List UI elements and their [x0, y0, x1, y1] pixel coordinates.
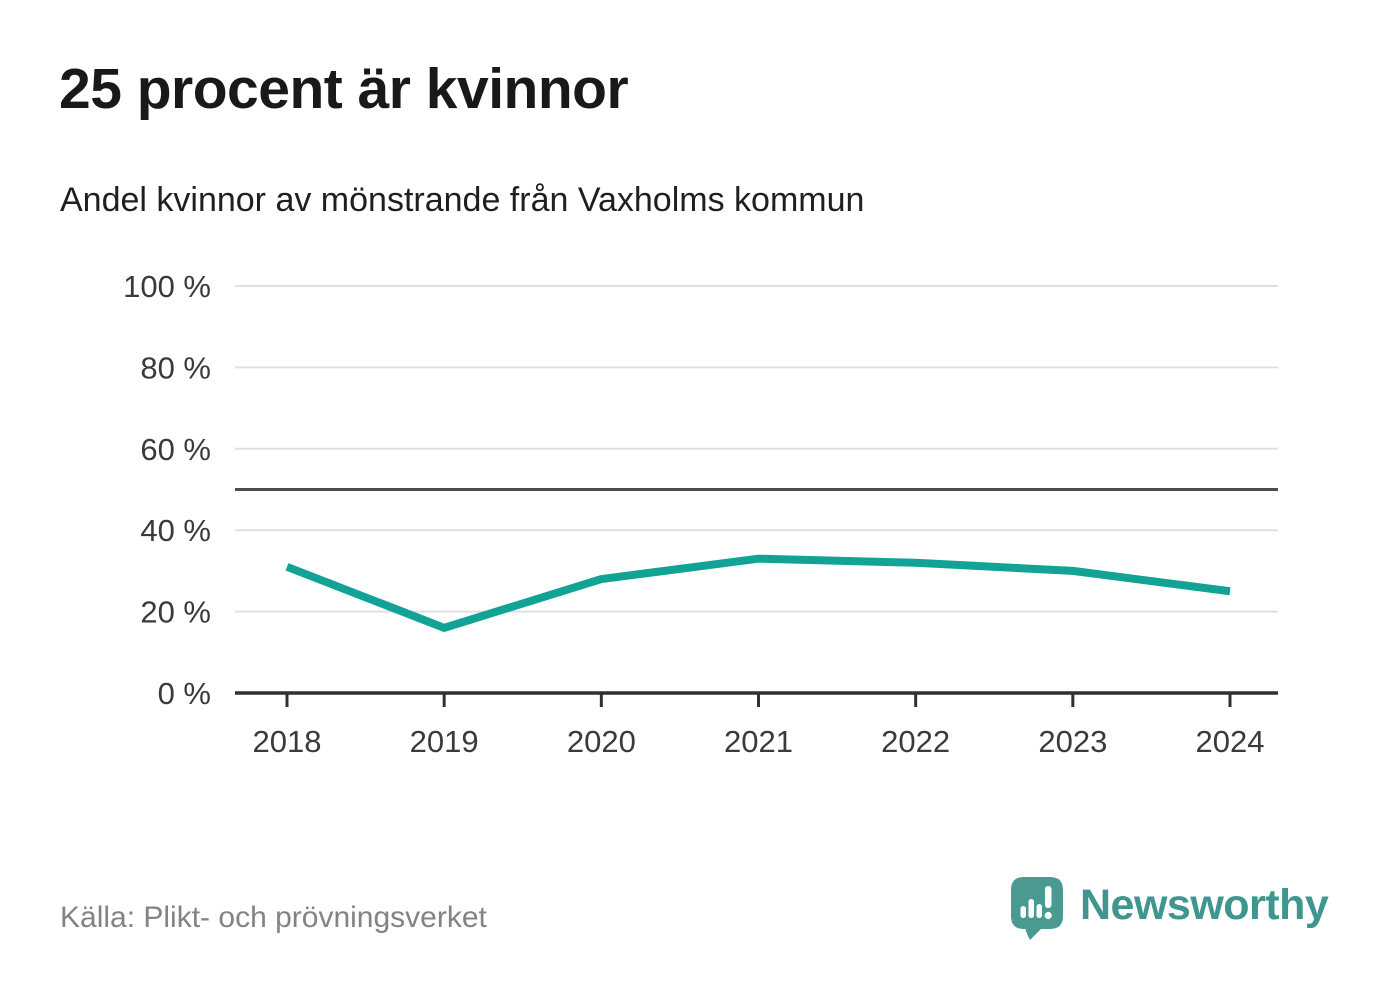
newsworthy-logo: Newsworthy [1010, 877, 1329, 941]
x-tick-label-2024: 2024 [1196, 724, 1265, 759]
logo-exclamation-dot [1044, 911, 1052, 920]
y-tick-label-20: 20 % [140, 595, 211, 630]
y-tick-label-60: 60 % [140, 432, 211, 467]
data-series [285, 554, 1231, 632]
y-tick-label-100: 100 % [123, 269, 211, 304]
newsworthy-logo-text: Newsworthy [1080, 881, 1329, 929]
logo-bar-3 [1036, 904, 1042, 918]
x-tick-label-2021: 2021 [724, 724, 793, 759]
chart-subtitle: Andel kvinnor av mönstrande från Vaxholm… [60, 181, 865, 219]
y-tick-label-0: 0 % [158, 676, 211, 711]
x-tick-label-2020: 2020 [567, 724, 636, 759]
x-tick-label-2023: 2023 [1038, 724, 1107, 759]
chart-title: 25 procent är kvinnor [59, 57, 629, 121]
data-line [285, 554, 1231, 632]
x-tick-label-2019: 2019 [410, 724, 479, 759]
logo-bar-2 [1028, 899, 1034, 918]
x-tick-marks [285, 694, 1232, 707]
y-tick-label-80: 80 % [140, 350, 211, 385]
source-caption: Källa: Plikt- och prövningsverket [60, 901, 487, 934]
logo-bar-1 [1020, 906, 1026, 918]
x-tick-label-2018: 2018 [253, 724, 322, 759]
y-tick-label-40: 40 % [140, 513, 211, 548]
x-tick-label-2022: 2022 [881, 724, 950, 759]
logo-exclamation-bar [1045, 886, 1052, 908]
x-axis-labels: 2018 2019 2020 2021 2022 2023 2024 [253, 724, 1265, 759]
y-axis-labels: 0 % 20 % 40 % 60 % 80 % 100 % [123, 269, 211, 711]
newsworthy-logo-icon [1011, 877, 1063, 940]
